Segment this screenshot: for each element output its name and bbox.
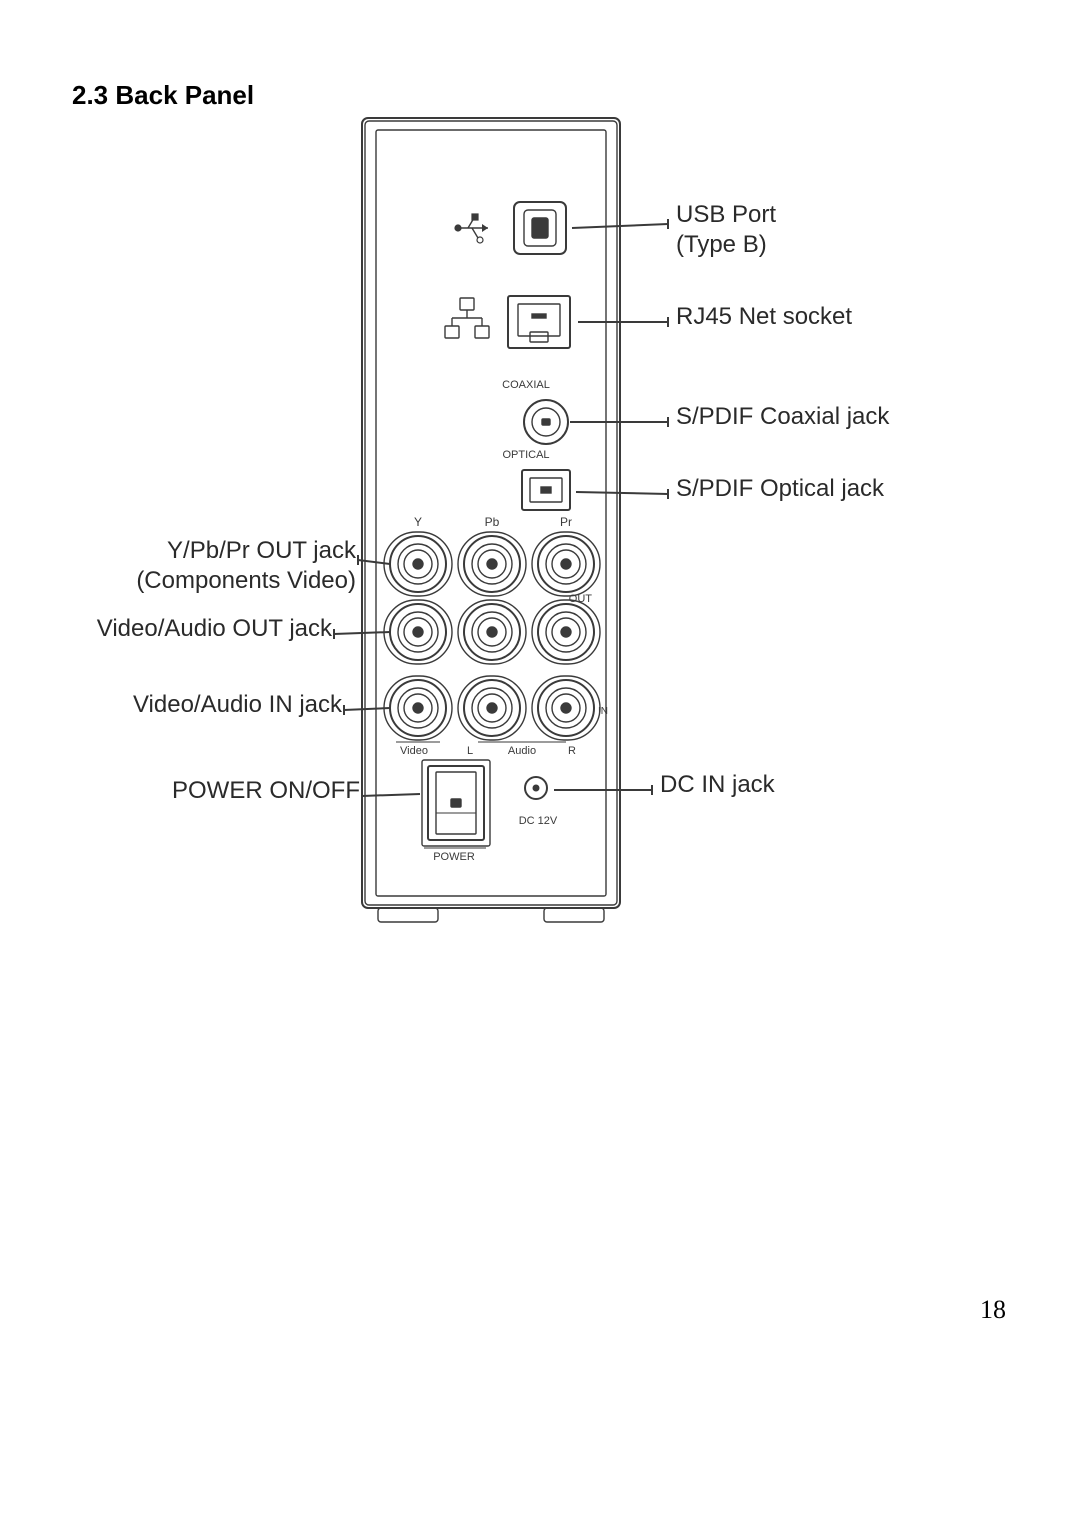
callout-line: USB Port — [676, 200, 776, 230]
callout-label: S/PDIF Coaxial jack — [676, 402, 889, 432]
callout-label: POWER ON/OFF — [100, 776, 360, 806]
callout-line: S/PDIF Optical jack — [676, 474, 884, 504]
callout-line: (Components Video) — [96, 566, 356, 596]
callout-line: S/PDIF Coaxial jack — [676, 402, 889, 432]
callout-label: RJ45 Net socket — [676, 302, 852, 332]
callout-line: Video/Audio OUT jack — [72, 614, 332, 644]
svg-text:COAXIAL: COAXIAL — [502, 379, 550, 391]
callout-line: Video/Audio IN jack — [82, 690, 342, 720]
back-panel-diagram: COAXIALOPTICALYPbPrOUTINVideoLAudioRPOWE… — [340, 108, 642, 934]
svg-text:DC 12V: DC 12V — [519, 815, 558, 827]
callout-label: DC IN jack — [660, 770, 775, 800]
svg-text:R: R — [568, 745, 576, 757]
svg-text:OPTICAL: OPTICAL — [502, 449, 549, 461]
page-number: 18 — [980, 1295, 1006, 1325]
svg-text:Pr: Pr — [560, 515, 572, 529]
callout-label: Y/Pb/Pr OUT jack(Components Video) — [96, 536, 356, 596]
callout-line: POWER ON/OFF — [100, 776, 360, 806]
callout-line: DC IN jack — [660, 770, 775, 800]
callout-label: Video/Audio IN jack — [82, 690, 342, 720]
svg-text:IN: IN — [598, 706, 608, 717]
svg-text:Audio: Audio — [508, 745, 536, 757]
callout-line: (Type B) — [676, 230, 776, 260]
svg-text:POWER: POWER — [433, 851, 475, 863]
svg-text:Video: Video — [400, 745, 428, 757]
svg-text:Y: Y — [414, 515, 422, 529]
callout-line: RJ45 Net socket — [676, 302, 852, 332]
callout-label: USB Port(Type B) — [676, 200, 776, 260]
callout-label: Video/Audio OUT jack — [72, 614, 332, 644]
svg-text:L: L — [467, 745, 473, 757]
callout-line: Y/Pb/Pr OUT jack — [96, 536, 356, 566]
svg-text:Pb: Pb — [485, 515, 500, 529]
callout-label: S/PDIF Optical jack — [676, 474, 884, 504]
section-heading: 2.3 Back Panel — [72, 80, 254, 111]
